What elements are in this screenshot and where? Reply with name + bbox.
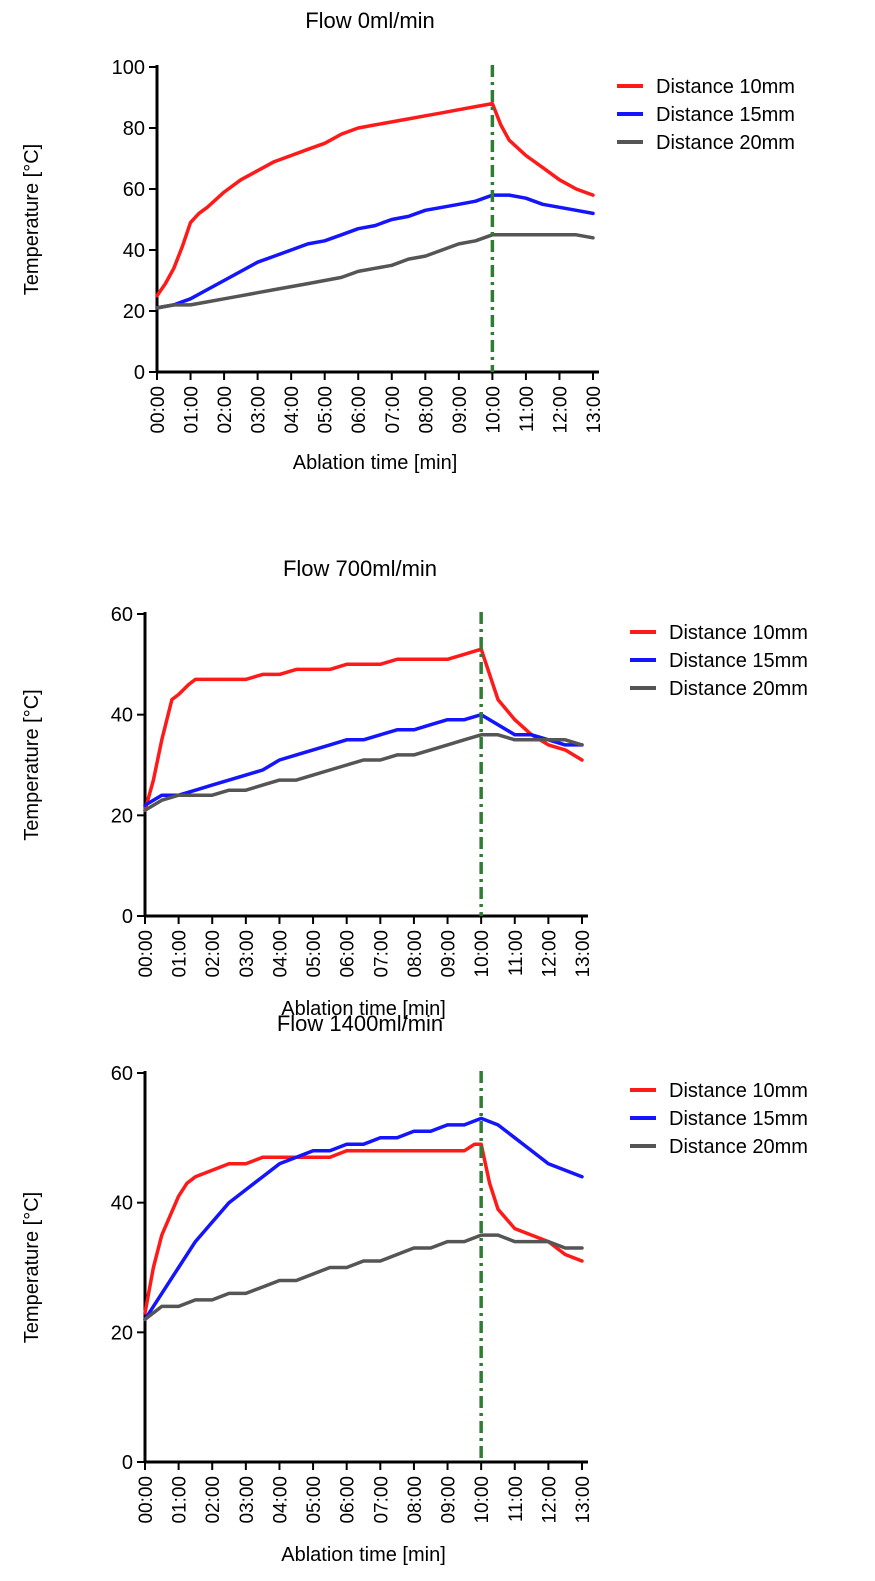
series-line-2 (143, 712, 584, 808)
legend-label: Distance 20mm (669, 678, 808, 700)
y-tick-label: 0 (122, 906, 133, 928)
series-line-1 (155, 101, 595, 298)
x-tick-label: 08:00 (405, 930, 426, 978)
series-line-3 (143, 1233, 584, 1322)
x-tick-label: 05:00 (304, 930, 325, 978)
series-line-1 (143, 647, 584, 813)
x-tick-label: 06:00 (349, 386, 370, 434)
y-axis-label: Temperature [°C] (21, 1192, 43, 1343)
x-tick-label: 01:00 (170, 1476, 191, 1524)
x-tick-label: 03:00 (237, 1476, 258, 1524)
x-tick-label: 05:00 (316, 386, 337, 434)
x-axis-label: Ablation time [min] (281, 998, 446, 1020)
x-tick-label: 00:00 (148, 386, 169, 434)
x-tick-label: 00:00 (136, 1476, 157, 1524)
y-axis-label: Temperature [°C] (21, 144, 43, 295)
x-tick-label: 12:00 (539, 930, 560, 978)
x-tick-label: 01:00 (182, 386, 203, 434)
x-tick-label: 13:00 (584, 386, 605, 434)
x-tick-label: 06:00 (338, 930, 359, 978)
y-tick-label: 60 (111, 1063, 133, 1085)
y-tick-label: 100 (112, 57, 145, 79)
x-tick-label: 02:00 (215, 386, 236, 434)
chart-panel-2: Flow 700ml/min 0 20 40 60 00:00 01:00 02:00 03:0… (21, 556, 808, 1020)
x-tick-label: 03:00 (237, 930, 258, 978)
legend-label: Distance 20mm (669, 1136, 808, 1158)
x-tick-label: 12:00 (550, 386, 571, 434)
y-tick-label: 60 (123, 179, 145, 201)
x-tick-label: 12:00 (539, 1476, 560, 1524)
x-tick-label: 09:00 (439, 1476, 460, 1524)
x-tick-label: 09:00 (439, 930, 460, 978)
x-tick-label: 01:00 (170, 930, 191, 978)
chart-panel-1: Flow 0ml/min 0 20 40 60 80 100 00:00 01:00 02:00 0… (21, 8, 795, 474)
x-tick-label: 10:00 (472, 1476, 493, 1524)
y-tick-label: 80 (123, 118, 145, 140)
x-tick-label: 07:00 (371, 930, 392, 978)
y-tick-label: 40 (111, 1193, 133, 1215)
x-axis-label: Ablation time [min] (293, 452, 458, 474)
legend-label: Distance 20mm (656, 132, 795, 154)
x-tick-label: 04:00 (282, 386, 303, 434)
x-tick-label: 02:00 (203, 930, 224, 978)
x-tick-label: 13:00 (573, 930, 594, 978)
y-tick-label: 60 (111, 604, 133, 626)
x-tick-label: 07:00 (383, 386, 404, 434)
y-axis-label: Temperature [°C] (21, 689, 43, 840)
x-tick-label: 07:00 (371, 1476, 392, 1524)
x-tick-label: 02:00 (203, 1476, 224, 1524)
x-tick-label: 09:00 (450, 386, 471, 434)
chart-panel-3: Flow 1400ml/min 0 20 40 60 00:00 01:00 02:00 03:… (21, 1011, 808, 1566)
x-tick-label: 06:00 (338, 1476, 359, 1524)
chart-title: Flow 0ml/min (305, 8, 435, 33)
x-tick-label: 05:00 (304, 1476, 325, 1524)
x-tick-label: 04:00 (270, 930, 291, 978)
x-axis-label: Ablation time [min] (281, 1544, 446, 1566)
series-line-3 (143, 733, 584, 813)
y-tick-label: 40 (123, 240, 145, 262)
x-tick-label: 08:00 (416, 386, 437, 434)
y-tick-label: 0 (122, 1452, 133, 1474)
series-line-2 (143, 1116, 584, 1322)
legend-label: Distance 10mm (669, 1080, 808, 1102)
legend-label: Distance 10mm (669, 622, 808, 644)
x-tick-label: 11:00 (506, 930, 527, 976)
series-line-2 (155, 193, 595, 310)
legend-label: Distance 15mm (669, 1108, 808, 1130)
x-tick-label: 04:00 (270, 1476, 291, 1524)
legend-label: Distance 15mm (669, 650, 808, 672)
series-line-3 (155, 233, 595, 310)
x-tick-label: 13:00 (573, 1476, 594, 1524)
x-tick-label: 00:00 (136, 930, 157, 978)
x-tick-label: 11:00 (517, 386, 538, 432)
y-tick-label: 0 (134, 362, 145, 384)
x-tick-label: 03:00 (249, 386, 270, 434)
x-tick-label: 08:00 (405, 1476, 426, 1524)
series-line-1 (143, 1142, 584, 1315)
chart-title: Flow 1400ml/min (277, 1011, 443, 1036)
legend-label: Distance 15mm (656, 104, 795, 126)
y-tick-label: 20 (111, 1322, 133, 1344)
chart-title: Flow 700ml/min (283, 556, 437, 581)
x-tick-label: 10:00 (472, 930, 493, 978)
y-tick-label: 20 (111, 805, 133, 827)
y-tick-label: 40 (111, 705, 133, 727)
x-tick-label: 11:00 (506, 1476, 527, 1522)
legend-label: Distance 10mm (656, 76, 795, 98)
x-tick-label: 10:00 (483, 386, 504, 434)
y-tick-label: 20 (123, 301, 145, 323)
